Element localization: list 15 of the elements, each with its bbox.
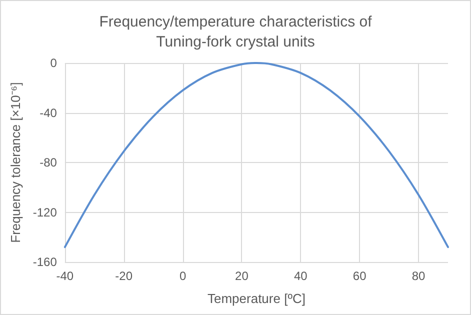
x-tick-label: 20 <box>235 269 249 283</box>
y-axis-title: Frequency tolerance [×10⁻⁶] <box>8 82 23 243</box>
y-tick-label: -40 <box>40 106 58 120</box>
chart-title: Frequency/temperature characteristics of Tuning-fork crystal units <box>99 14 373 50</box>
y-tick-label: -120 <box>32 205 58 220</box>
x-tick-label: 60 <box>352 269 367 283</box>
y-tick-label: -160 <box>32 255 58 269</box>
x-tick-label: 0 <box>179 269 186 283</box>
x-axis-title: Temperature [ºC] <box>207 291 306 306</box>
y-tick-label: 0 <box>50 56 58 70</box>
y-tick-label: -80 <box>40 156 58 170</box>
x-tick-label: 80 <box>412 269 426 283</box>
x-tick-label: -20 <box>115 269 133 283</box>
x-tick-label: 40 <box>294 269 308 283</box>
x-tick-label: -40 <box>56 269 74 283</box>
